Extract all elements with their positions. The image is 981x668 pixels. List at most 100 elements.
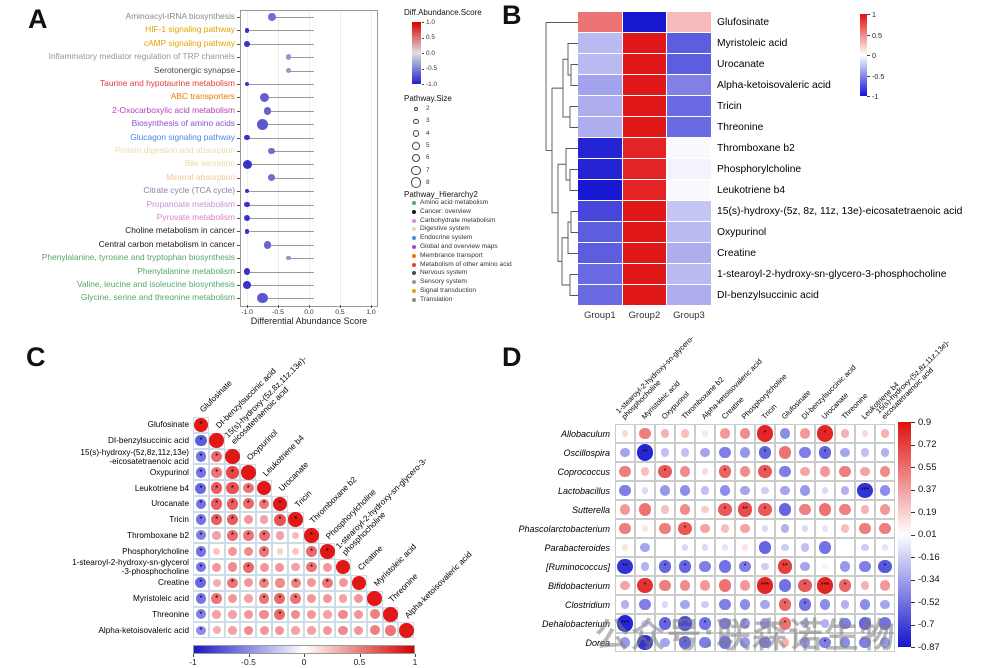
corr-cell-grid [755,538,775,557]
axis-tick [371,305,372,308]
heatmap-cell [578,264,622,284]
corr-circle: * [658,617,672,630]
corr-cell-grid [615,595,635,614]
pathway-label: Choline metabolism in cancer [125,225,235,236]
corr-circle: * [273,513,286,526]
corr-cell-grid [224,464,241,481]
colorbar-b [860,14,867,96]
corr-cell-grid [775,576,795,595]
corr-circle: * [210,498,223,510]
legend-size-circle [410,177,422,189]
gridline [340,11,341,304]
corr-cell-grid [366,622,383,639]
pathway-label: Inflammatory mediator regulation of TRP … [48,51,235,62]
corr-circle [880,599,890,610]
corr-cell-grid [303,590,320,607]
corr-circle [212,578,221,587]
corr-circle [860,448,870,457]
corr-cell-grid [695,576,715,595]
corr-cell-grid [303,559,320,575]
corr-circle: * [718,502,732,517]
corr-cell-grid [351,590,367,607]
lollipop-line [247,231,314,233]
corr-circle [699,560,711,573]
corr-circle [839,637,851,648]
corr-circle: * [658,464,672,479]
corr-cell-grid [755,500,775,519]
corr-cell-grid [715,424,735,443]
lollipop-line [271,17,314,18]
pathway-dot [267,13,276,21]
corr-circle [699,636,711,649]
corr-circle [799,485,811,496]
corr-circle [619,504,631,515]
pathway-label: Phenylalanine, tyrosine and tryptophan b… [41,252,235,263]
corr-circle [243,610,253,619]
corr-cell-grid [875,614,895,633]
corr-circle [879,504,891,515]
corr-circle [761,486,769,495]
colorbar-tick-label: -0.5 [426,65,438,72]
corr-cell-grid [208,448,225,465]
corr-cell-grid [208,559,225,575]
axis-tick [237,164,240,166]
corr-circle [212,626,221,635]
corr-cell-grid [240,559,257,575]
corr-cell-grid [695,595,715,614]
corr-cell-grid [715,576,735,595]
panel-a-letter: A [28,4,48,34]
corr-circle [259,562,269,572]
corr-cell-grid [855,481,875,500]
lollipop-line [262,298,314,300]
corr-circle: * [195,546,207,557]
colorbar-tick-label: -1.0 [426,80,438,88]
legend-size-circle [411,165,421,176]
corr-diag-label: Creatine [356,544,385,573]
corr-circle [839,503,851,516]
heatmap-cell [667,264,711,284]
corr-circle: * [196,625,206,636]
corr-cell-grid [855,576,875,595]
colorbar-tick [422,53,424,54]
corr-circle: * [290,593,301,604]
corr-cell-grid [835,614,855,633]
corr-circle [641,487,649,494]
corr-cell-grid [240,622,257,639]
heatmap-cell [622,117,667,137]
corr-circle: * [320,544,335,559]
corr-circle: * [756,425,774,442]
lollipop-line [271,151,314,152]
corr-circle: * [243,482,254,494]
corr-circle: *** [756,577,774,594]
corr-cell-grid [193,432,209,449]
corr-circle [641,525,649,532]
corr-cell-grid [208,622,225,639]
corr-cell-grid [655,595,675,614]
corr-circle [385,625,396,636]
corr-circle [701,468,709,475]
corr-cell-grid [224,480,241,496]
corr-circle [659,579,671,592]
corr-cell-grid [655,519,675,538]
corr-cell-grid [272,622,288,639]
corr-cell-grid [635,424,655,443]
corr-circle [225,449,240,464]
corr-cell-grid [875,557,895,576]
legend-size-circle [412,130,420,137]
corr-circle: * [739,560,751,573]
axis-tick [237,191,240,193]
corr-circle [275,562,285,572]
corr-col-label: 15(s)-hydroxy-(5z,8z,11z,13e)- eicosatet… [873,337,952,421]
corr-circle [799,637,811,648]
corr-circle: * [195,434,207,447]
legend-category-dot [412,262,416,267]
colorbar-tick [422,37,424,39]
corr-circle [228,610,237,619]
corr-cell-grid [755,633,775,652]
colorbar-tick-label: -1 [189,657,197,667]
corr-cell-grid [755,595,775,614]
heatmap-cell [622,12,667,32]
corr-circle [799,428,811,439]
corr-circle [859,599,871,610]
